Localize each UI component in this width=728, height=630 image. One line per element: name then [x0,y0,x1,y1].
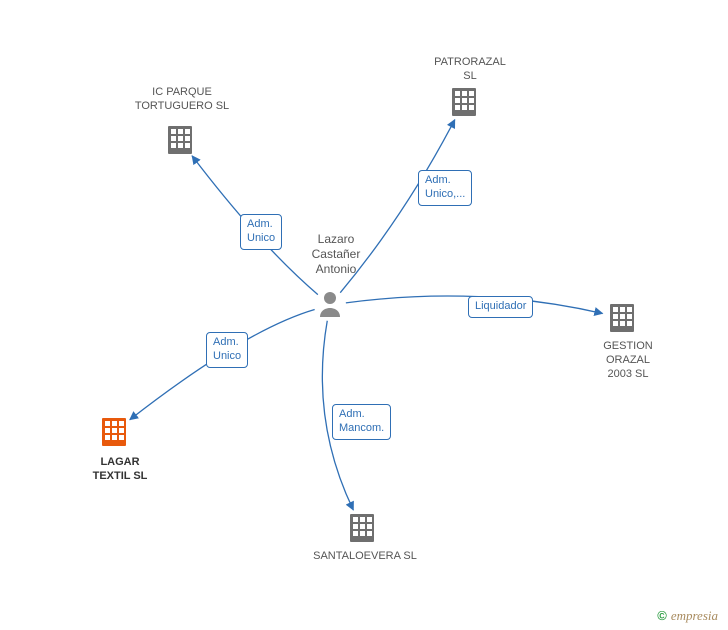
building-icon [452,88,476,116]
node-lagar [102,418,126,446]
node-label-icparque: IC PARQUE TORTUGUERO SL [122,86,242,114]
footer-brand: empresia [671,608,718,623]
person-icon [320,292,340,317]
diagram-canvas [0,0,728,630]
node-label-gestion: GESTION ORAZAL 2003 SL [594,340,662,381]
center-node [320,292,340,317]
building-icon [102,418,126,446]
copyright-glyph: © [657,608,667,623]
footer-credit: © empresia [657,608,718,624]
edge-label-lagar: Adm. Unico [206,332,248,368]
node-label-lagar: LAGAR TEXTIL SL [80,456,160,484]
node-santaloevera [350,514,374,542]
edge-label-icparque: Adm. Unico [240,214,282,250]
building-icon [350,514,374,542]
node-label-santaloevera: SANTALOEVERA SL [300,550,430,564]
node-gestion [610,304,634,332]
edge-label-gestion: Liquidador [468,296,533,318]
node-label-patrorazal: PATRORAZAL SL [420,56,520,84]
center-node-label: Lazaro Castañer Antonio [306,232,366,277]
edge-label-santaloevera: Adm. Mancom. [332,404,391,440]
node-patrorazal [452,88,476,116]
building-icon [610,304,634,332]
edge-label-patrorazal: Adm. Unico,... [418,170,472,206]
building-icon [168,126,192,154]
node-icparque [168,126,192,154]
